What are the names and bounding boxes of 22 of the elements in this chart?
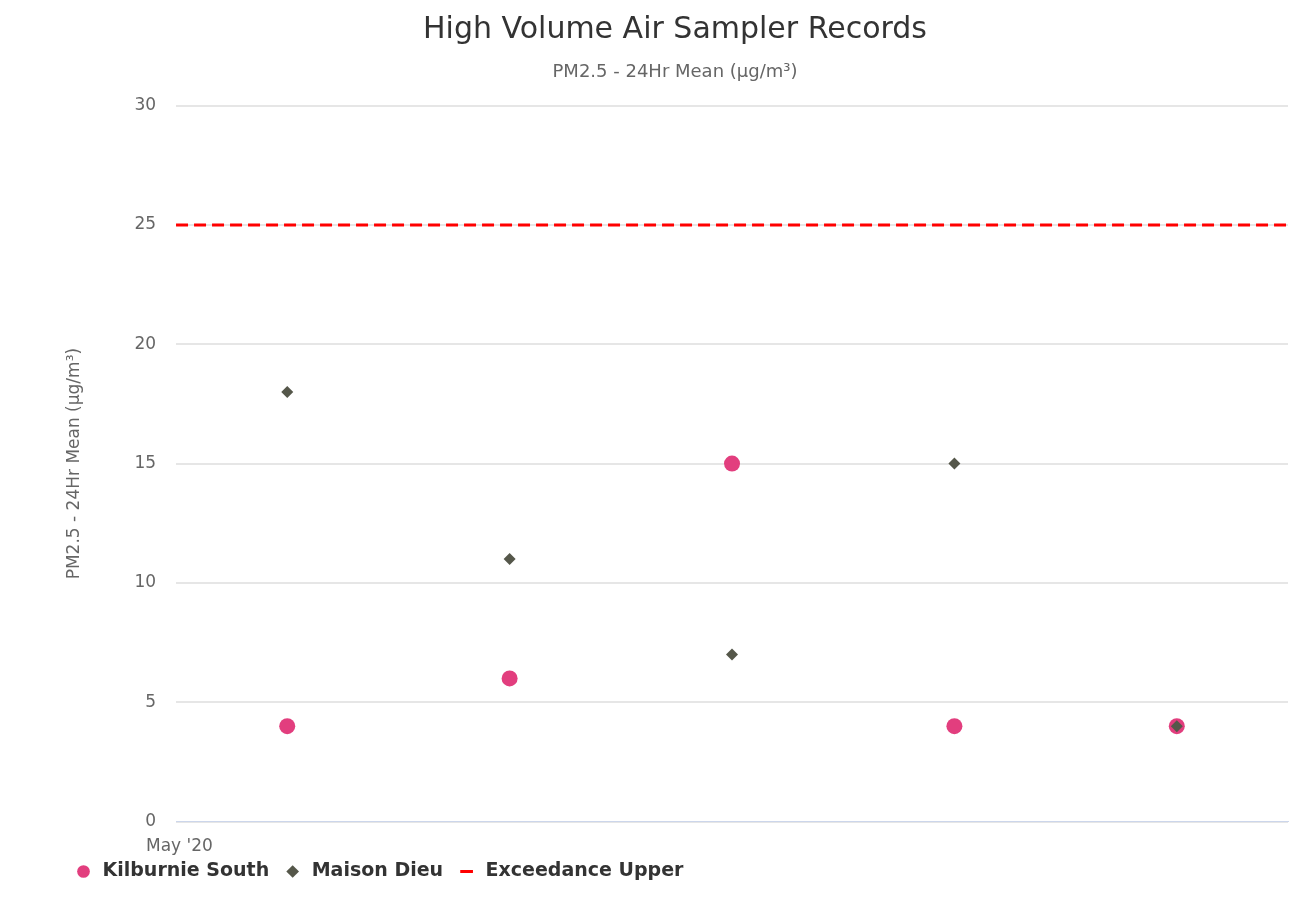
y-tick-label: 30 — [134, 94, 157, 115]
point — [724, 455, 741, 472]
chart-subtitle: PM2.5 - 24Hr Mean (µg/m³) — [552, 60, 798, 82]
point — [946, 718, 963, 735]
y-axis-title: PM2.5 - 24Hr Mean (µg/m³) — [62, 347, 83, 580]
y-tick-label: 25 — [134, 213, 157, 234]
y-tick-label: 10 — [134, 571, 157, 592]
point — [501, 670, 518, 687]
y-tick-label: 20 — [134, 332, 157, 353]
point — [726, 648, 739, 661]
point — [948, 457, 961, 470]
y-tick-label: 5 — [145, 690, 157, 711]
point — [281, 386, 294, 398]
point — [279, 718, 296, 735]
legend-label: Kilburnie South — [102, 858, 270, 881]
legend-label: Maison Dieu — [311, 858, 444, 881]
point — [503, 553, 516, 566]
y-tick-label: 0 — [145, 810, 157, 831]
legend-label: Exceedance Upper — [485, 858, 685, 881]
chart-title: High Volume Air Sampler Records — [423, 9, 927, 45]
text: May '20 — [146, 834, 213, 855]
y-tick-label: 15 — [134, 452, 157, 473]
